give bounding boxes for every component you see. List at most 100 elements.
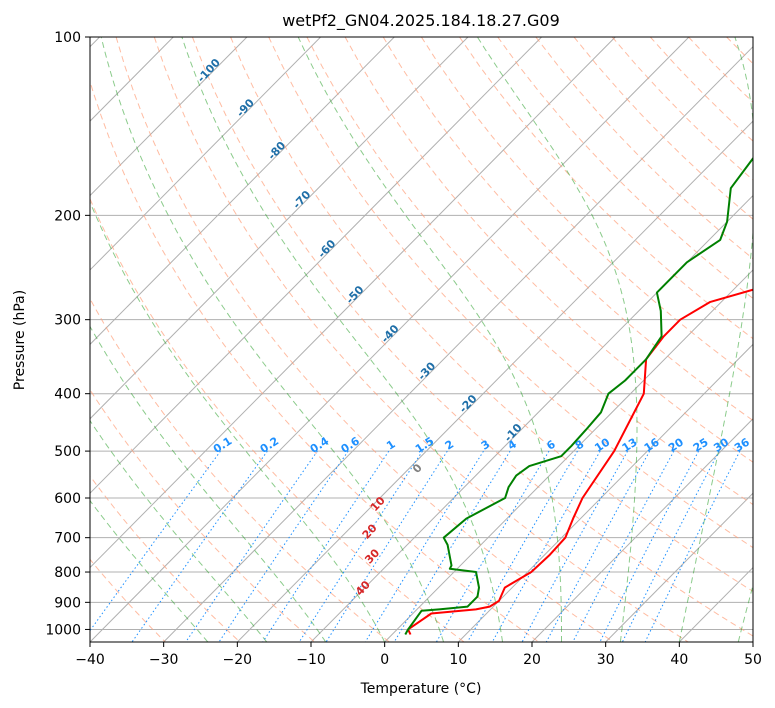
- dry-adiabat-line: [230, 37, 753, 592]
- dry-adiabat-line: [420, 37, 753, 380]
- y-tick-label: 700: [54, 531, 81, 547]
- mixing-ratio-label: 0.4: [308, 434, 332, 456]
- y-tick-label: 900: [54, 595, 81, 611]
- dry-adiabat-line: [497, 37, 753, 300]
- dry-adiabat-line: [382, 37, 753, 422]
- mixing-ratio-line: [644, 450, 741, 642]
- line-labels: 0.1 0.2 0.4 0.6 1 1.5 2 3 4 6 8 10 13 16 20 25 30 36-100-…: [195, 56, 753, 598]
- mixing-ratio-label: 25: [691, 436, 711, 455]
- moist-adiabat-line: [476, 37, 638, 642]
- dry-adiabat-label: -70: [290, 188, 313, 212]
- moist-adiabat-line: [737, 583, 753, 642]
- dry-adiabat-label: -90: [234, 96, 257, 120]
- mixing-ratio-line: [185, 450, 318, 642]
- moist-adiabat-label: 10: [368, 494, 388, 514]
- isotherm-line: [605, 492, 753, 642]
- x-tick-label: −30: [149, 652, 179, 668]
- mixing-ratio-line: [572, 450, 675, 642]
- dry-adiabat-line: [90, 388, 316, 642]
- mixing-ratio-line: [435, 450, 550, 642]
- moist-adiabat-line: [90, 200, 386, 642]
- isotherm-line: [531, 418, 753, 642]
- dry-adiabat-line: [191, 37, 753, 637]
- x-axis: −40 −30 −20 −10 0 10 20 30 40 50: [75, 642, 762, 668]
- isotherm-line: [90, 37, 469, 420]
- moist-adiabat-line: [90, 419, 268, 642]
- moist-adiabat-label: 0: [410, 461, 425, 476]
- isotherm-line: [90, 37, 321, 271]
- dry-adiabat-line: [90, 197, 465, 642]
- x-tick-label: −40: [75, 652, 105, 668]
- background-lines: [90, 37, 753, 642]
- mixing-ratio-label: 1: [384, 438, 398, 453]
- mixing-ratio-label: 1.5: [413, 434, 436, 456]
- mixing-ratio-label: 20: [666, 435, 686, 454]
- dry-adiabat-line: [90, 79, 540, 642]
- mixing-ratio-line: [599, 450, 700, 642]
- mixing-ratio-line: [393, 450, 511, 642]
- isotherm-line: [236, 120, 753, 642]
- isotherm-line: [90, 37, 395, 346]
- dry-adiabat-line: [573, 37, 753, 220]
- y-tick-label: 400: [54, 387, 81, 403]
- dry-adiabat-label: -60: [315, 237, 338, 261]
- mixing-ratio-label: 6: [544, 437, 558, 452]
- mixing-ratio-label: 30: [711, 435, 731, 454]
- moist-adiabat-label: 20: [360, 521, 380, 541]
- dry-adiabat-label: -100: [195, 56, 224, 85]
- mixing-ratio-line: [621, 450, 720, 642]
- dry-adiabat-line: [90, 558, 166, 642]
- y-tick-label: 1000: [45, 622, 81, 638]
- mixing-ratio-line: [491, 450, 601, 642]
- dry-adiabat-line: [535, 37, 753, 260]
- mixing-ratio-label: 36: [732, 435, 752, 454]
- moist-adiabat-line: [90, 499, 209, 642]
- dry-adiabat-line: [90, 297, 390, 642]
- x-tick-label: 30: [597, 652, 615, 668]
- mixing-ratio-line: [262, 450, 390, 642]
- dry-adiabat-label: -50: [344, 283, 367, 307]
- dewpoint-profile-line: [404, 156, 753, 635]
- y-tick-label: 300: [54, 313, 81, 329]
- y-axis-label: Pressure (hPa): [12, 290, 28, 390]
- chart-title: wetPf2_GN04.2025.184.18.27.G09: [282, 11, 560, 31]
- plot-frame: [89, 36, 754, 643]
- mixing-ratio-label: 16: [642, 435, 662, 454]
- mixing-ratio-label: 0.6: [339, 434, 363, 456]
- isotherm-line: [310, 194, 753, 642]
- mixing-ratio-line: [521, 450, 629, 642]
- dry-adiabat-line: [153, 37, 689, 642]
- mixing-ratio-line: [545, 450, 651, 642]
- moist-adiabat-line: [90, 325, 327, 642]
- temperature-profile-line: [407, 288, 753, 635]
- profiles: [404, 156, 753, 635]
- dry-adiabat-label: -20: [457, 392, 480, 416]
- isotherm-line: [90, 37, 616, 569]
- dry-adiabat-label: -80: [265, 139, 288, 163]
- x-tick-label: −20: [223, 652, 253, 668]
- y-tick-label: 500: [54, 444, 81, 460]
- y-tick-label: 600: [54, 491, 81, 507]
- mixing-ratio-line: [364, 450, 484, 642]
- x-tick-label: 40: [670, 652, 688, 668]
- mixing-ratio-line: [467, 450, 578, 642]
- isotherm-line: [457, 343, 753, 642]
- mixing-ratio-line: [218, 450, 349, 642]
- moist-adiabat-line: [678, 37, 753, 642]
- mixing-ratio-line: [131, 450, 268, 642]
- isotherm-line: [678, 566, 753, 642]
- x-tick-label: 20: [523, 652, 541, 668]
- x-tick-label: 50: [744, 652, 762, 668]
- dry-adiabat-line: [115, 37, 614, 642]
- moist-adiabat-line: [181, 37, 503, 642]
- dry-adiabat-line: [306, 37, 753, 506]
- dry-adiabat-line: [611, 37, 753, 181]
- moist-adiabat-label: 40: [353, 578, 373, 598]
- x-tick-label: −10: [296, 652, 326, 668]
- mixing-ratio-label: 10: [592, 435, 612, 454]
- mixing-ratio-label: 2: [443, 438, 457, 453]
- x-tick-label: 10: [449, 652, 467, 668]
- y-tick-label: 200: [54, 208, 81, 224]
- y-axis: 100 200 300 400 500 600 700 800 900 1000: [45, 30, 90, 638]
